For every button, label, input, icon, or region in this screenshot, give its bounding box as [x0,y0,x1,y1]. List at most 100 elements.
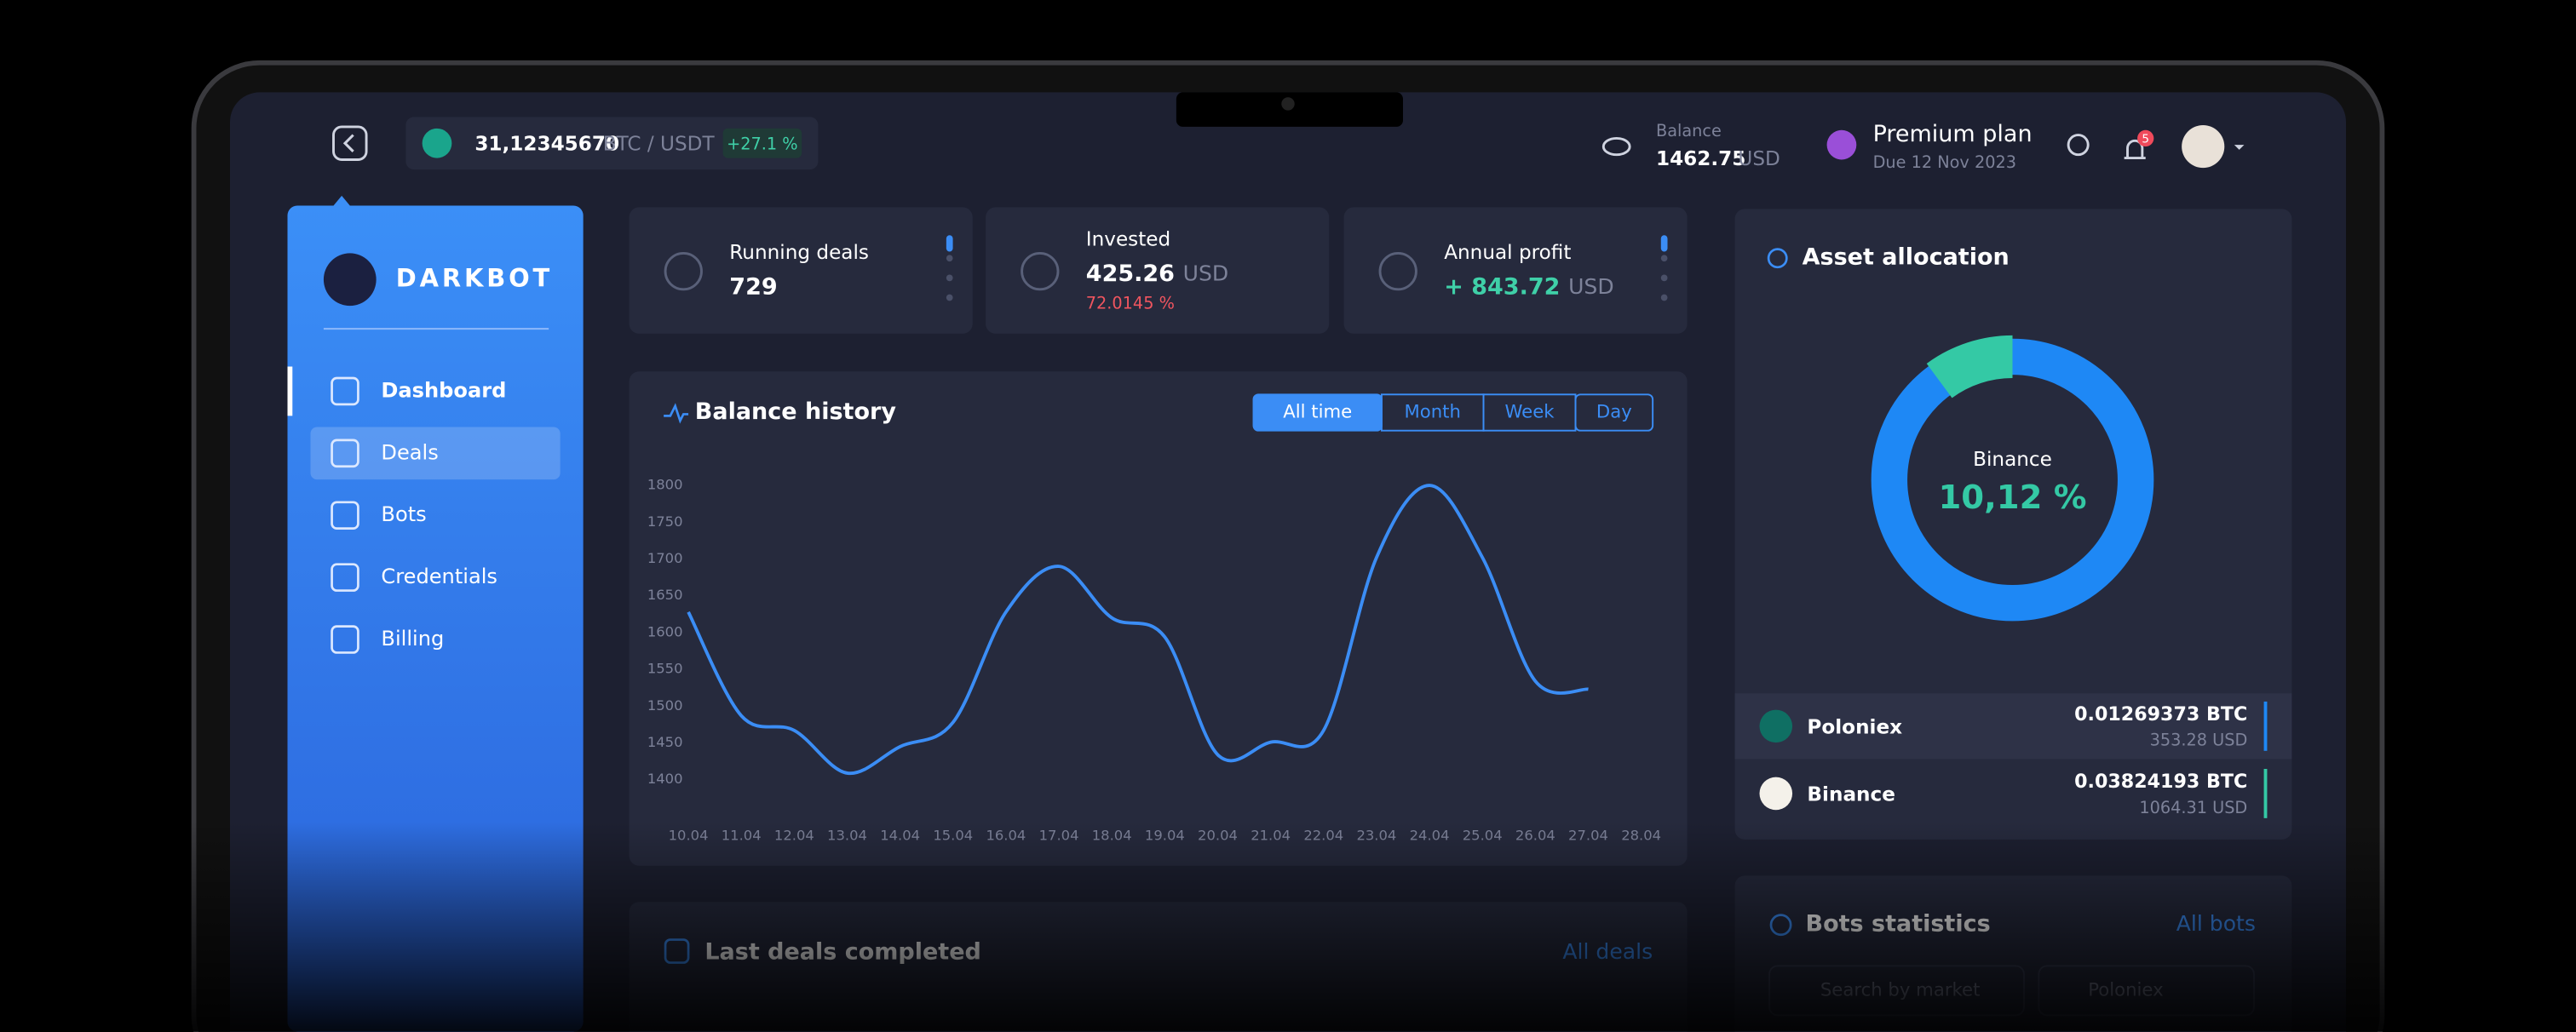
y-tick-label: 1600 [647,623,683,639]
ticker-pair: BTC / USDT [603,134,716,156]
exchange-icon [1759,709,1793,743]
y-tick-label: 1750 [647,513,683,530]
x-tick-label: 25.04 [1463,828,1503,844]
x-tick-label: 13.04 [827,828,867,844]
row-btc: 0.01269373 BTC [2074,703,2247,725]
exchange-icon [1759,777,1793,811]
range-label: Month [1404,402,1460,423]
menu-item[interactable]: Credentials [381,565,497,588]
x-tick-label: 14.04 [880,828,920,844]
pager-dot [1660,255,1668,262]
avatar[interactable] [2182,125,2225,169]
bots-title: Bots statistics [1806,911,1991,937]
donut-segment [1926,335,2014,398]
row-usd: 353.28 USD [2150,731,2248,750]
ticker-icon [422,128,452,158]
exchange-name: Binance [1807,783,1895,806]
ticker-pill [405,117,819,170]
bell-icon[interactable] [2124,139,2146,160]
bots-card [1734,875,2292,1032]
avatar-caret [2234,145,2245,150]
stat-change: 72.0145 % [1086,294,1175,313]
stat-icon [664,251,703,291]
x-tick-label: 11.04 [722,828,762,844]
menu-item[interactable]: Dashboard [381,378,506,402]
menu-icon [331,501,359,530]
x-tick-label: 24.04 [1410,828,1450,844]
back-button[interactable] [332,125,368,161]
y-tick-label: 1400 [647,771,683,787]
sidebar-pointer [333,195,350,206]
x-tick-label: 15.04 [933,828,973,844]
x-tick-label: 21.04 [1251,828,1291,844]
pager-dot [1660,294,1668,301]
deals-title: Last deals completed [704,938,981,965]
y-tick-label: 1500 [647,697,683,714]
x-tick-label: 22.04 [1303,828,1343,844]
y-tick-label: 1700 [647,550,683,566]
stat-icon [1378,251,1417,291]
pager-dot [946,255,953,262]
ticker-amount: 31,12345670 [474,134,619,156]
range-label: All time [1283,402,1352,423]
bots-link[interactable]: All bots [2176,911,2256,936]
row-usd: 1064.31 USD [2139,798,2247,817]
menu-highlight [310,427,561,480]
menu: Dashboard Deals Bots Credentials Billing [287,366,561,654]
camera [1281,97,1295,111]
x-tick-label: 28.04 [1621,828,1661,844]
search-icon[interactable] [2067,134,2090,157]
logo: DARKBOT [396,263,553,292]
stat-icon [1021,251,1060,291]
change-badge [722,128,802,158]
exchange-value: Poloniex [2088,979,2163,1000]
menu-item[interactable]: Deals [381,440,438,464]
search-placeholder: Search by market [1820,979,1981,1000]
balance-label: Balance [1656,121,1722,140]
row-btc: 0.03824193 BTC [2074,771,2247,793]
stat-value: 425.26 [1086,261,1175,287]
range-label: Week [1504,402,1555,423]
stat-card [629,207,973,334]
x-tick-label: 26.04 [1515,828,1555,844]
balance-currency: USD [1738,148,1780,170]
y-tick-label: 1450 [647,734,683,750]
range-label: Day [1596,402,1632,423]
stat-currency: USD [1183,261,1229,286]
stats: Running deals 729 Invested 425.26 USD 72.0145… [629,207,1688,334]
pager-dot [946,235,953,252]
deals-card [629,902,1688,1032]
x-tick-label: 27.04 [1568,828,1608,844]
stat-value: + 843.72 [1444,273,1560,300]
x-tick-label: 19.04 [1145,828,1185,844]
notification-count: 5 [2142,132,2149,146]
asset-card [1734,209,2292,840]
ticker-change: +27.1 % [727,135,797,154]
row-bar [2263,701,2268,751]
menu-item[interactable]: Billing [381,627,444,651]
y-tick-label: 1550 [647,661,683,677]
stat-currency: USD [1568,274,1614,299]
notification-badge [2137,129,2154,147]
balance-card [629,371,1688,866]
logo-icon [323,253,377,307]
x-tick-label: 23.04 [1356,828,1396,844]
row-bar [2263,769,2268,818]
chart-icon [664,403,689,424]
stat-card [1343,207,1688,334]
back-icon [342,134,354,152]
deals-link[interactable]: All deals [1562,939,1653,964]
plan-name: Premium plan [1873,121,2033,147]
pager-dot [1660,274,1668,282]
y-tick-label: 1650 [647,587,683,603]
x-tick-label: 20.04 [1198,828,1238,844]
range-button[interactable] [1574,393,1654,432]
x-tick-label: 17.04 [1039,828,1079,844]
pager-dot [1660,235,1668,252]
menu-item[interactable]: Bots [381,502,426,526]
donut-value: 10,12 % [1938,479,2086,517]
menu-icon [331,439,359,468]
stat-label: Invested [1086,229,1170,251]
stat-label: Running deals [729,242,869,264]
